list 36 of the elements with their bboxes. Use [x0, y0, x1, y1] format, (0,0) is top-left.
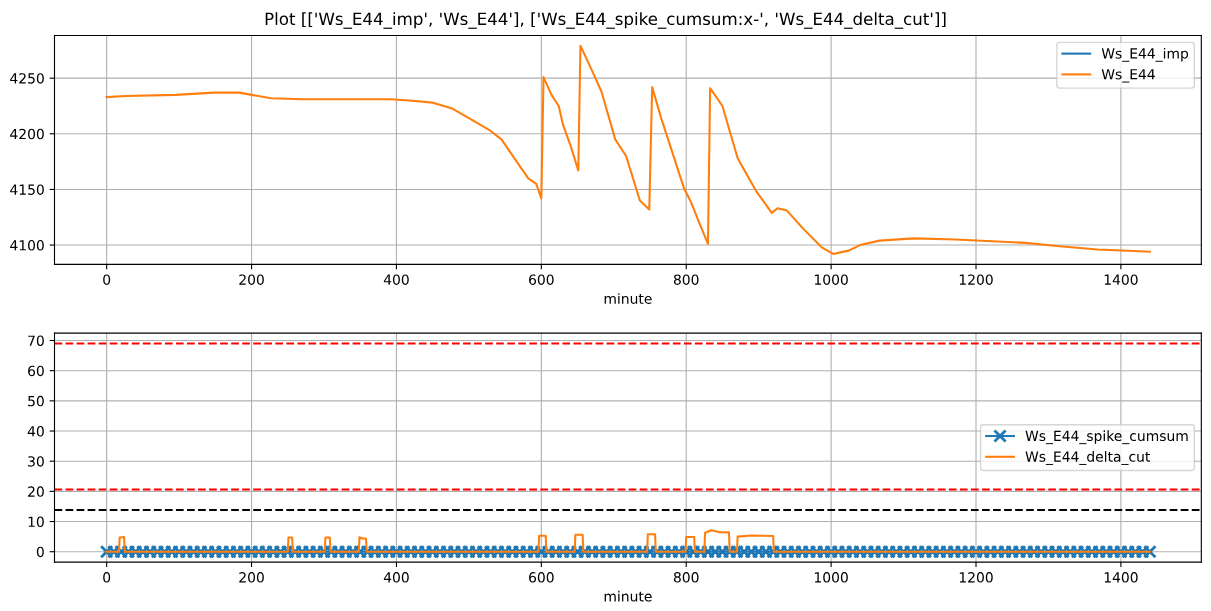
x-axis-title: minute	[604, 590, 652, 602]
y-tick-label: 4100	[10, 240, 44, 251]
y-tick-label: 40	[27, 426, 44, 437]
y-tick-label: 70	[28, 335, 44, 346]
x-tick-label: 400	[383, 572, 409, 583]
legend-label: Ws_E44_imp	[1101, 47, 1189, 62]
y-tick-label: 50	[28, 395, 44, 407]
x-tick-label: 0	[103, 572, 111, 583]
y-tick-label: 10	[28, 516, 44, 528]
x-tick-label: 600	[529, 572, 554, 583]
chart-title: Plot [['Ws_E44_imp', 'Ws_E44'], ['Ws_E44_spike_cumsum:x-', 'Ws_E44_delta_cut']]	[265, 12, 946, 29]
y-tick-label: 4200	[10, 128, 44, 140]
line-series	[105, 529, 1151, 553]
x-tick-label: 800	[673, 274, 699, 285]
x-tick-label: 200	[239, 572, 264, 583]
x-tick-label: 0	[103, 274, 111, 285]
x-tick-label: 1400	[1104, 572, 1138, 583]
x-axis-title: minute	[604, 293, 652, 304]
y-tick-label: 4150	[10, 184, 44, 195]
x-tick-label: 1000	[814, 274, 848, 285]
x-tick-label: 400	[383, 274, 409, 285]
y-tick-label: 4250	[10, 73, 44, 84]
y-tick-label: 20	[28, 486, 44, 497]
legend-label: Ws_E44	[1101, 69, 1155, 83]
x-tick-label: 600	[529, 274, 554, 285]
x-tick-label: 1200	[959, 572, 993, 583]
x-tick-label: 1400	[1104, 274, 1138, 285]
x-tick-label: 1000	[814, 572, 848, 583]
x-tick-label: 200	[239, 274, 264, 285]
y-tick-label: 30	[28, 456, 44, 467]
legend-label: Ws_E44_delta_cut	[1025, 451, 1151, 465]
legend-label: Ws_E44_spike_cumsum	[1025, 430, 1188, 445]
x-tick-label: 800	[673, 572, 699, 583]
y-tick-label: 60	[28, 365, 44, 377]
y-tick-label: 0	[36, 546, 44, 558]
x-tick-label: 1200	[959, 274, 993, 285]
